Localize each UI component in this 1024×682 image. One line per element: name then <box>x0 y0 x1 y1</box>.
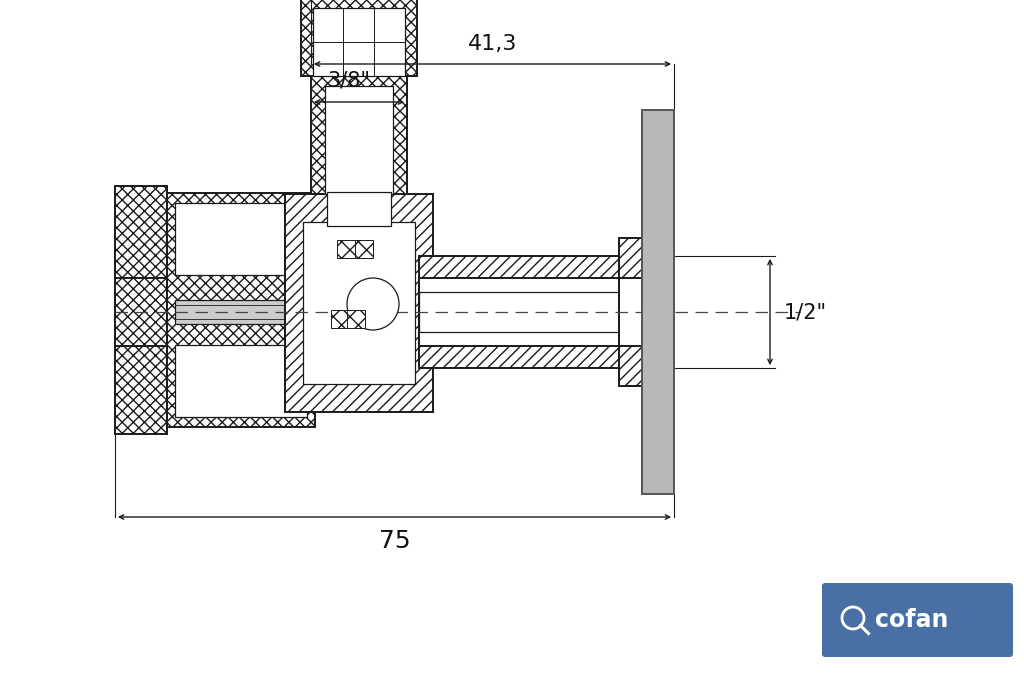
Bar <box>327 192 391 226</box>
Bar <box>618 278 659 346</box>
Bar <box>175 345 307 417</box>
Bar <box>337 240 355 258</box>
FancyBboxPatch shape <box>822 583 1013 657</box>
Bar <box>325 86 393 194</box>
Bar <box>355 240 373 258</box>
Bar <box>331 310 349 328</box>
Text: 3/8": 3/8" <box>328 70 371 90</box>
Text: 75: 75 <box>379 529 411 553</box>
Bar <box>419 256 659 368</box>
Circle shape <box>347 278 399 330</box>
Bar <box>303 222 415 384</box>
Bar <box>313 8 406 76</box>
Bar <box>419 278 659 346</box>
Text: 41,3: 41,3 <box>468 34 517 54</box>
Bar <box>642 110 674 494</box>
Bar <box>175 300 293 324</box>
Bar <box>618 238 659 386</box>
Bar <box>285 194 433 412</box>
Bar <box>311 76 407 194</box>
Text: 1/2": 1/2" <box>784 302 827 322</box>
Bar <box>115 186 167 434</box>
Bar <box>347 310 365 328</box>
Bar <box>301 0 417 76</box>
Bar <box>175 203 307 275</box>
Bar <box>419 292 659 332</box>
Text: cofan: cofan <box>874 608 948 632</box>
Bar <box>167 193 315 427</box>
